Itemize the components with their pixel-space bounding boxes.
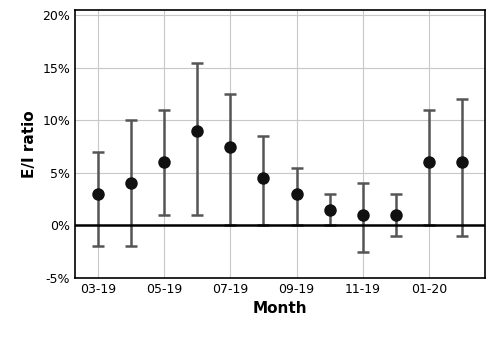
Point [226, 144, 234, 149]
Point [392, 212, 400, 218]
Point [326, 207, 334, 213]
Point [292, 191, 300, 197]
Point [458, 160, 466, 165]
Point [358, 212, 366, 218]
Point [425, 160, 433, 165]
X-axis label: Month: Month [252, 301, 308, 316]
Point [260, 176, 268, 181]
Y-axis label: E/I ratio: E/I ratio [22, 110, 36, 178]
Point [194, 128, 202, 134]
Point [160, 160, 168, 165]
Point [94, 191, 102, 197]
Point [127, 181, 135, 186]
